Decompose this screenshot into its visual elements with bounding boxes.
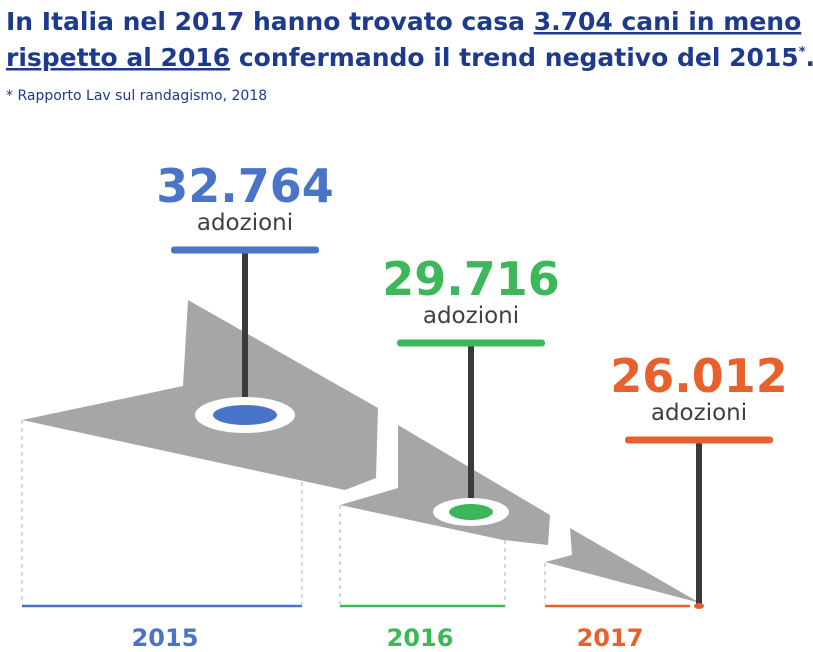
arrow-shape bbox=[22, 300, 378, 490]
pin-bar bbox=[171, 246, 319, 254]
title-text: . bbox=[806, 43, 813, 72]
pin-dot bbox=[694, 603, 704, 609]
footnote: * Rapporto Lav sul randagismo, 2018 bbox=[6, 88, 267, 104]
year: 2016 bbox=[387, 624, 454, 652]
guides bbox=[21, 420, 546, 604]
title-asterisk: * bbox=[799, 45, 806, 60]
pin-dot bbox=[213, 405, 277, 425]
items: 32.764adozioni201529.716adozioni201626.0… bbox=[22, 159, 788, 652]
year: 2017 bbox=[577, 624, 644, 652]
arrow-shape bbox=[545, 528, 700, 603]
unit: adozioni bbox=[651, 400, 747, 426]
pin-bar bbox=[397, 339, 545, 347]
title-text: confermando il trend negativo del 2015 bbox=[230, 43, 799, 72]
pin-dot bbox=[449, 504, 493, 520]
unit: adozioni bbox=[197, 210, 293, 236]
unit: adozioni bbox=[423, 303, 519, 329]
title-highlight: 3.704 cani in meno bbox=[534, 7, 802, 36]
pin-bar bbox=[625, 436, 773, 444]
title-line: In Italia nel 2017 hanno trovato casa 3.… bbox=[6, 7, 801, 36]
value: 26.012 bbox=[610, 349, 788, 403]
title-highlight: rispetto al 2016 bbox=[6, 43, 230, 72]
value: 32.764 bbox=[156, 159, 334, 213]
title-line: rispetto al 2016 confermando il trend ne… bbox=[6, 43, 813, 72]
trend-arrows bbox=[22, 300, 700, 603]
year: 2015 bbox=[132, 624, 199, 652]
title-text: In Italia nel 2017 hanno trovato casa bbox=[6, 7, 534, 36]
value: 29.716 bbox=[382, 252, 560, 306]
